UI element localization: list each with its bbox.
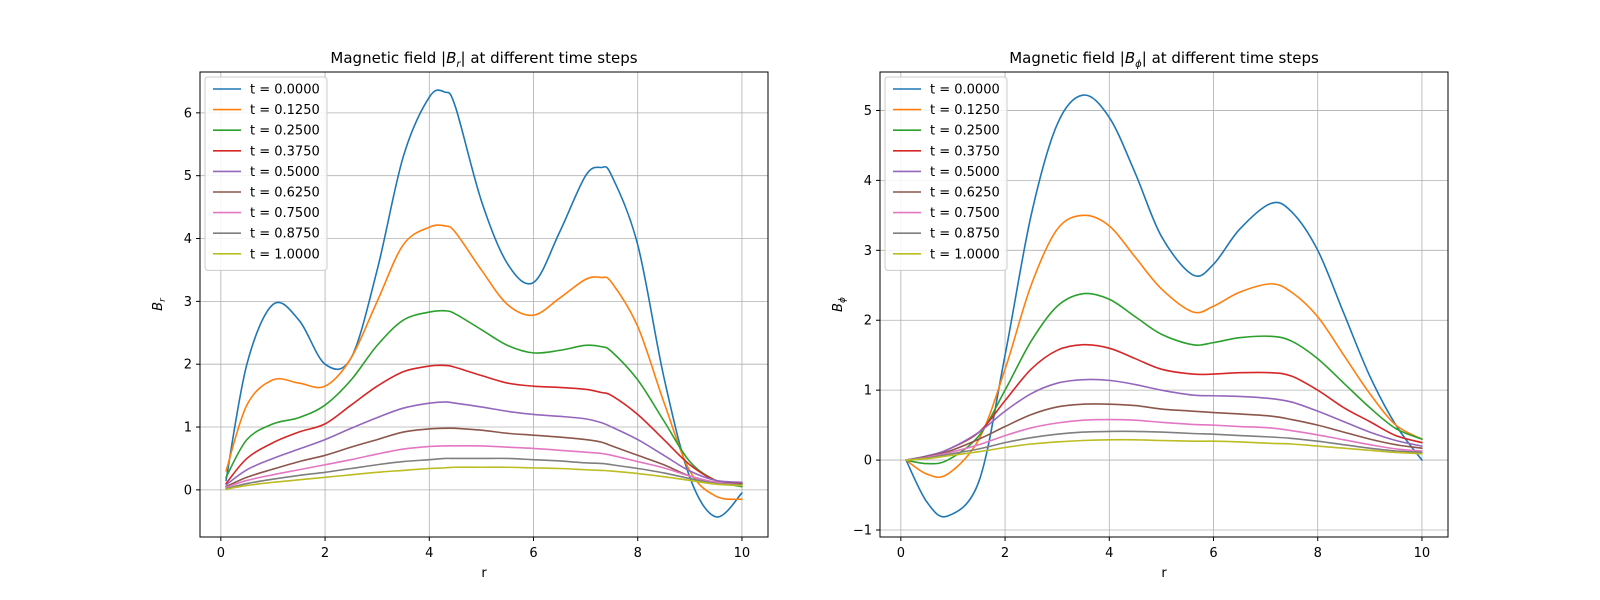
series-line-7 xyxy=(225,444,743,489)
series-line-8 xyxy=(905,430,1423,461)
series-line-3 xyxy=(225,309,743,488)
legend: t = 0.0000 t = 0.1250 t = 0.2500 t = 0.3750… xyxy=(884,76,1008,271)
y-tick-label: 3 xyxy=(184,295,192,310)
legend: t = 0.0000 t = 0.1250 t = 0.2500 t = 0.3750… xyxy=(204,76,328,271)
legend-label-1: t = 0.0000 xyxy=(930,83,1000,98)
series-line-6 xyxy=(225,427,743,488)
legend-label-9: t = 1.0000 xyxy=(930,247,1000,262)
legend-label-8: t = 0.8750 xyxy=(930,227,1000,242)
x-tick-label: 4 xyxy=(1105,546,1113,561)
y-tick-label: 1 xyxy=(864,384,872,399)
legend-label-1: t = 0.0000 xyxy=(250,83,320,98)
y-tick-label: −1 xyxy=(853,524,872,539)
legend-box xyxy=(884,76,1008,271)
y-label-subscript: ϕ xyxy=(838,297,848,303)
legend-label-7: t = 0.7500 xyxy=(250,206,320,221)
y-tick-label: 4 xyxy=(184,232,192,247)
x-axis-label: r xyxy=(481,566,487,581)
legend-label-6: t = 0.6250 xyxy=(930,186,1000,201)
y-tick-label: 2 xyxy=(864,314,872,329)
legend-label-7: t = 0.7500 xyxy=(930,206,1000,221)
series-line-7 xyxy=(905,418,1423,461)
x-tick-label: 4 xyxy=(425,546,433,561)
y-tick-label: 0 xyxy=(184,483,192,498)
chart-title: Magnetic field |Br| at different time st… xyxy=(330,49,637,70)
series-line-5 xyxy=(225,401,743,486)
title-text: Magnetic field | xyxy=(1009,49,1125,67)
legend-label-8: t = 0.8750 xyxy=(250,227,320,242)
series-line-9 xyxy=(225,466,743,491)
legend-label-2: t = 0.1250 xyxy=(930,103,1000,118)
series-line-1 xyxy=(225,89,743,518)
axes-frame xyxy=(199,71,769,538)
series-group xyxy=(225,89,743,518)
series-line-4 xyxy=(225,364,743,485)
legend-box xyxy=(204,76,328,271)
x-tick-label: 6 xyxy=(529,546,537,561)
title-text: | at different time steps xyxy=(461,49,638,67)
y-tick-label: 4 xyxy=(864,174,872,189)
y-tick-label: 5 xyxy=(184,169,192,184)
y-axis-label: Bϕ xyxy=(831,297,848,312)
series-group xyxy=(905,94,1423,518)
y-tick-label: 6 xyxy=(184,106,192,121)
y-label-symbol: B xyxy=(151,302,166,311)
y-tick-label: 5 xyxy=(864,104,872,119)
x-tick-label: 0 xyxy=(217,546,225,561)
legend-label-3: t = 0.2500 xyxy=(250,124,320,139)
x-tick-label: 8 xyxy=(1314,546,1322,561)
series-line-4 xyxy=(905,343,1423,461)
series-line-9 xyxy=(905,438,1423,461)
legend-label-4: t = 0.3750 xyxy=(930,144,1000,159)
y-tick-label: 1 xyxy=(184,421,192,436)
x-tick-label: 6 xyxy=(1209,546,1217,561)
series-line-8 xyxy=(225,457,743,490)
legend-label-5: t = 0.5000 xyxy=(250,165,320,180)
legend-label-3: t = 0.2500 xyxy=(930,124,1000,139)
y-label-symbol: B xyxy=(831,303,846,312)
y-tick-label: 2 xyxy=(184,358,192,373)
title-subscript: r xyxy=(456,59,461,70)
series-line-2 xyxy=(905,214,1423,479)
y-tick-label: 3 xyxy=(864,244,872,259)
title-text: Magnetic field | xyxy=(330,49,446,67)
x-axis-label: r xyxy=(1161,566,1167,581)
y-label-subscript: r xyxy=(158,297,168,302)
chart-title: Magnetic field |Bϕ| at different time st… xyxy=(1009,49,1319,70)
legend-label-9: t = 1.0000 xyxy=(250,247,320,262)
x-tick-label: 2 xyxy=(321,546,329,561)
title-symbol: B xyxy=(446,49,456,67)
x-tick-label: 10 xyxy=(1414,546,1431,561)
y-axis-label: Br xyxy=(151,297,168,311)
title-text: | at different time steps xyxy=(1142,49,1319,67)
x-tick-label: 10 xyxy=(734,546,751,561)
legend-label-4: t = 0.3750 xyxy=(250,144,320,159)
x-tick-label: 8 xyxy=(634,546,642,561)
legend-label-2: t = 0.1250 xyxy=(250,103,320,118)
x-tick-label: 0 xyxy=(897,546,905,561)
y-tick-label: 0 xyxy=(864,454,872,469)
legend-label-5: t = 0.5000 xyxy=(930,165,1000,180)
legend-label-6: t = 0.6250 xyxy=(250,186,320,201)
series-line-6 xyxy=(905,403,1423,461)
series-line-2 xyxy=(225,224,743,501)
title-subscript: ϕ xyxy=(1135,59,1142,70)
series-line-5 xyxy=(905,378,1423,461)
axes-frame xyxy=(879,71,1449,538)
title-symbol: B xyxy=(1125,49,1135,67)
x-tick-label: 2 xyxy=(1001,546,1009,561)
